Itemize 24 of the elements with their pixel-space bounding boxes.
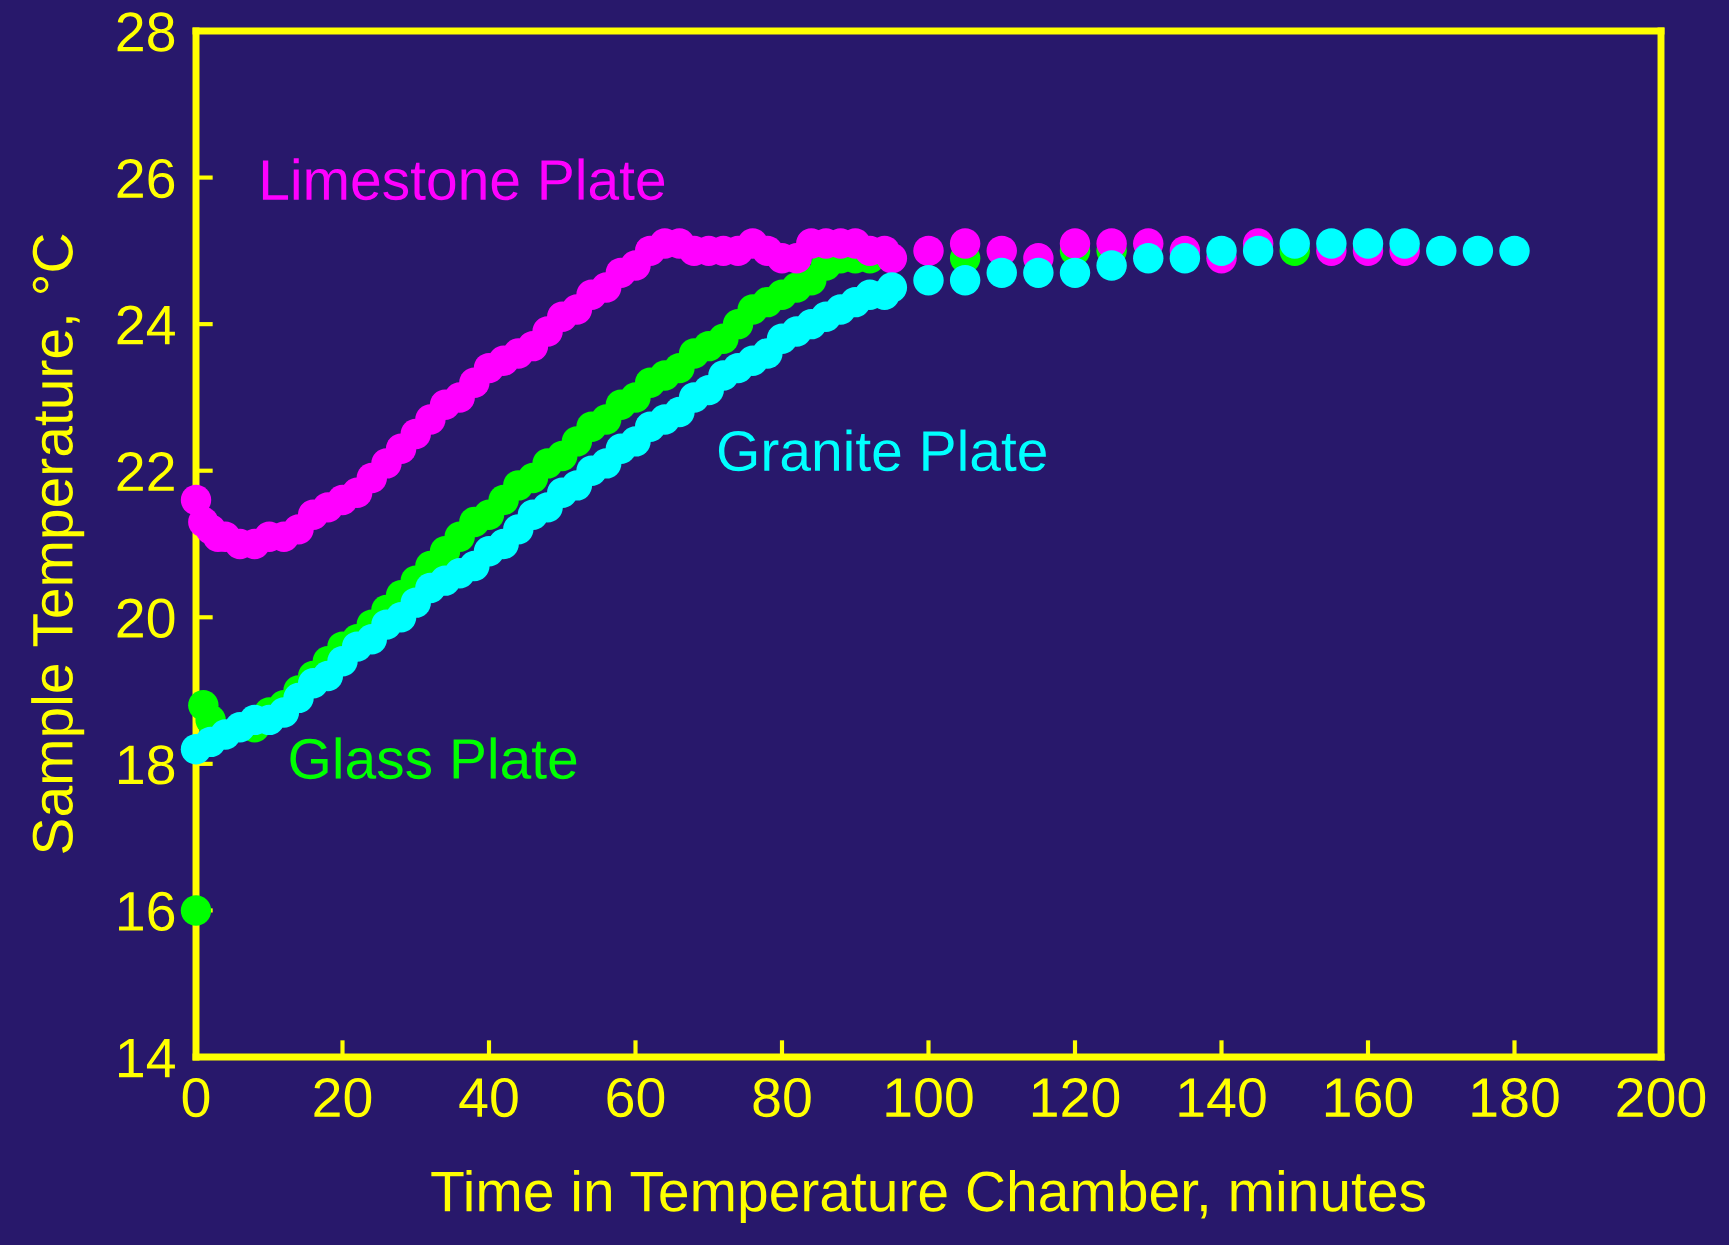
- x-tick-label: 180: [1472, 1077, 1559, 1118]
- y-tick-label: 18: [119, 745, 175, 785]
- x-tick-label: 100: [886, 1077, 973, 1118]
- x-tick-label: 40: [459, 1077, 518, 1118]
- x-axis-title: Time in Temperature Chamber, minutes: [431, 1169, 1425, 1223]
- x-tick-label: 0: [182, 1077, 210, 1118]
- y-tick-label: 26: [117, 158, 175, 199]
- y-axis-title: Sample Temperature, °C: [31, 234, 85, 853]
- series-label: Glass Plate: [290, 737, 577, 780]
- y-tick-label: 28: [117, 12, 175, 52]
- y-tick-label: 14: [119, 1038, 175, 1078]
- series-label: Limestone Plate: [262, 158, 665, 201]
- x-tick-label: 20: [314, 1077, 372, 1118]
- x-tick-label: 80: [753, 1077, 811, 1118]
- x-tick-label: 160: [1325, 1077, 1413, 1118]
- y-tick-label: 20: [117, 598, 175, 638]
- x-tick-label: 120: [1032, 1077, 1120, 1118]
- y-tick-label: 24: [117, 305, 175, 345]
- y-tick-label: 22: [117, 452, 174, 491]
- x-tick-label: 200: [1617, 1077, 1706, 1118]
- y-tick-label: 16: [119, 891, 175, 932]
- series-label: Granite Plate: [718, 429, 1046, 472]
- x-tick-label: 60: [607, 1077, 665, 1118]
- x-tick-label: 140: [1179, 1077, 1266, 1118]
